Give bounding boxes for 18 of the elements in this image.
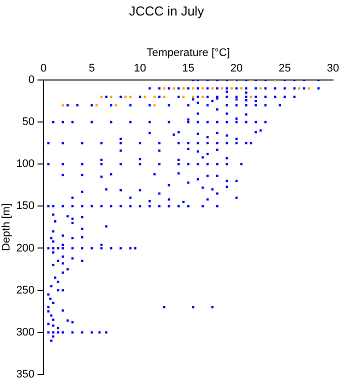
x-tick-label: 30 bbox=[326, 62, 340, 74]
chart-title: JCCC in July bbox=[128, 3, 205, 18]
x-axis-title: Temperature [°C] bbox=[146, 47, 230, 60]
y-tick-label: 0 bbox=[28, 74, 35, 86]
x-tick-label: 20 bbox=[230, 62, 243, 74]
x-tick-label: 0 bbox=[40, 62, 47, 74]
y-tick-label: 100 bbox=[16, 158, 35, 170]
y-tick-label: 200 bbox=[16, 242, 35, 254]
x-tick-label: 5 bbox=[88, 62, 95, 74]
y-tick-label: 300 bbox=[16, 326, 35, 338]
x-tick-label: 10 bbox=[134, 62, 146, 74]
y-tick-label: 250 bbox=[16, 284, 35, 296]
y-tick-label: 150 bbox=[16, 200, 35, 212]
x-tick-label: 25 bbox=[278, 62, 291, 74]
y-axis-title: Depth [m] bbox=[0, 203, 13, 252]
y-tick-label: 350 bbox=[16, 368, 35, 380]
y-tick-label: 50 bbox=[22, 116, 35, 128]
x-tick-label: 15 bbox=[182, 62, 194, 74]
